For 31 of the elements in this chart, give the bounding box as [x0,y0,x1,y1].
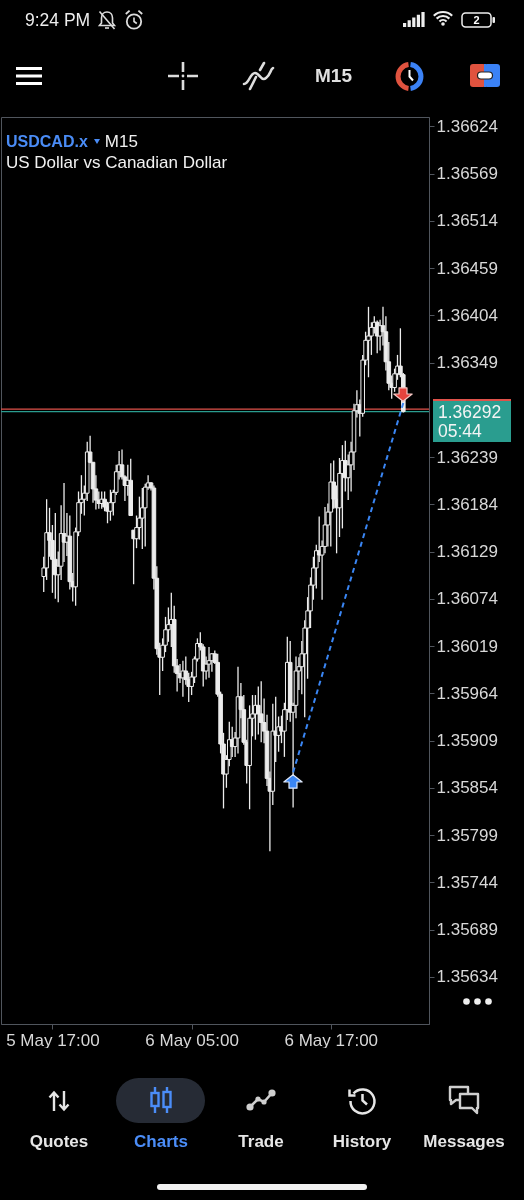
y-tick-label: 1.35854 [436,778,498,798]
y-tick-label: 1.35799 [436,825,498,845]
y-tick-label: 1.36569 [436,164,498,184]
text: 2 [473,14,480,27]
y-tick-label: 1.35964 [436,683,498,703]
y-tick-label: 1.35689 [436,920,498,940]
text: 05:44 [438,421,482,442]
y-tick-label: 1.35634 [436,967,498,987]
text: Quotes [29,1132,89,1152]
y-tick-label: 1.36404 [436,305,498,325]
y-tick-label: 1.36514 [436,211,498,231]
y-tick-label: 1.36459 [436,258,498,278]
y-tick-label: 1.36019 [436,636,498,656]
ref-line-label: 1.36292 [438,401,502,422]
y-tick-label: 1.36129 [436,542,498,562]
annotation: M15 [104,132,138,152]
text: US Dollar vs Canadian Dollar [6,153,228,173]
y-tick-label: 1.36624 [436,116,498,136]
text: Charts [134,1132,188,1152]
text: Trade [238,1132,284,1152]
text: History [332,1132,392,1152]
y-tick-label: 1.35744 [436,872,498,892]
y-tick-label: 1.36184 [436,494,498,514]
text: 9:24 PM [25,9,91,31]
text: USDCAD.x [6,132,88,152]
y-tick-label: 1.35909 [436,731,498,751]
y-tick-label: 1.36239 [436,447,498,467]
text: Messages [423,1132,505,1152]
text: M15 [315,65,352,87]
y-tick-label: 1.36349 [436,353,498,373]
y-tick-label: 1.36074 [436,589,498,609]
